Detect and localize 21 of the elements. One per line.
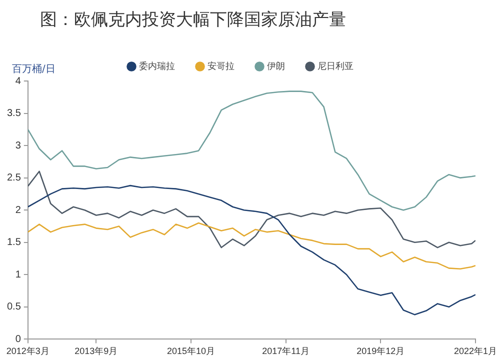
y-tick-label: 2 — [15, 204, 22, 216]
y-tick-label: 2.5 — [6, 172, 22, 184]
legend-label: 安哥拉 — [208, 60, 234, 71]
x-tick-label: 2013年9月 — [74, 346, 118, 356]
legend-label: 尼日利亚 — [318, 60, 354, 71]
y-tick-label: 3 — [15, 140, 22, 152]
y-tick-label: 1.5 — [6, 237, 22, 248]
y-tick-label: 0 — [15, 334, 22, 345]
y-axis-title: 百万桶/日 — [12, 62, 56, 76]
x-tick-label: 2022年1月 — [454, 346, 497, 356]
legend-label: 委内瑞拉 — [139, 60, 175, 71]
x-tick-label: 2017年11月 — [262, 346, 310, 356]
x-tick-label: 2019年12月 — [356, 346, 405, 356]
y-tick-label: 1 — [15, 269, 22, 280]
x-tick-label: 2012年3月 — [6, 346, 50, 356]
y-tick-label: 3.5 — [6, 108, 22, 120]
chart-title: 图：欧佩克内投资大幅下降国家原油产量 — [40, 9, 346, 31]
legend-label: 伊朗 — [267, 60, 285, 71]
x-tick-label: 2015年10月 — [166, 346, 216, 356]
y-tick-label: 4 — [15, 76, 22, 87]
y-tick-label: 0.5 — [6, 302, 22, 313]
